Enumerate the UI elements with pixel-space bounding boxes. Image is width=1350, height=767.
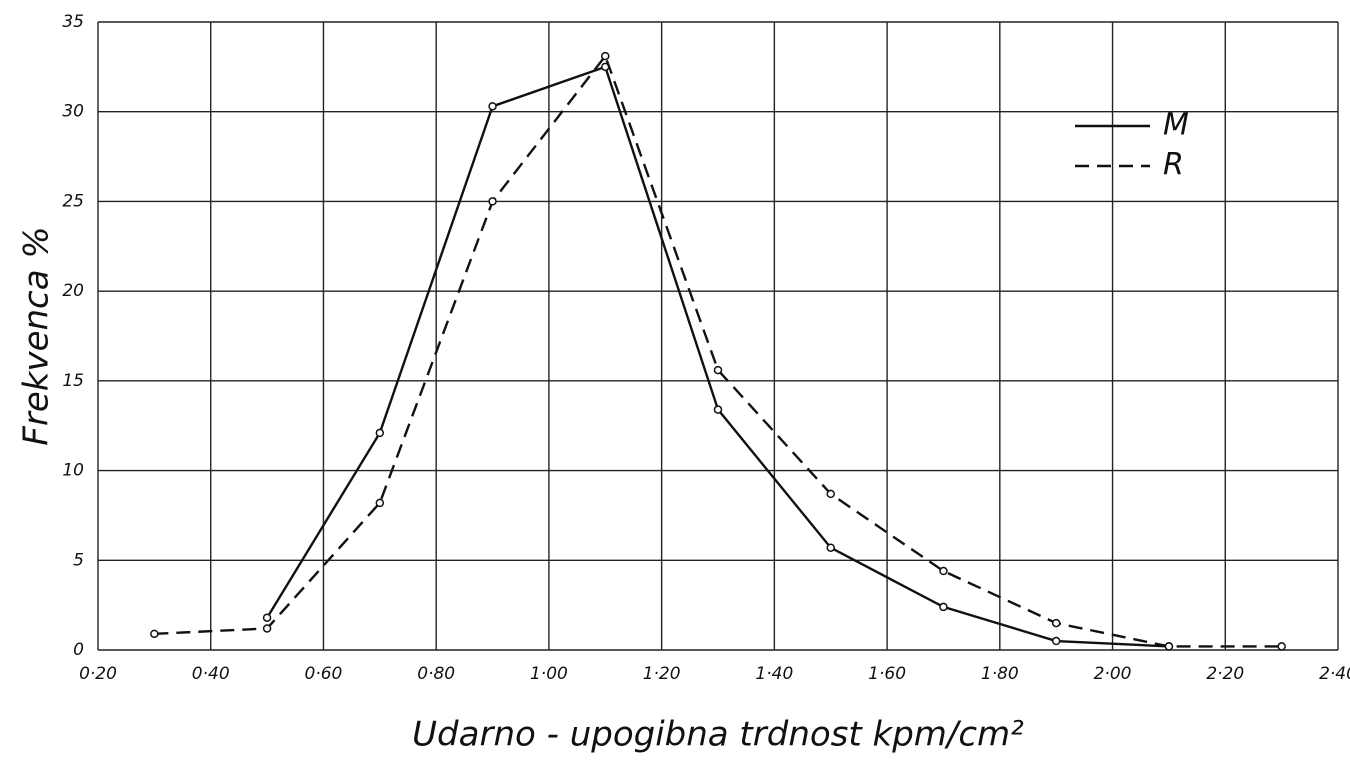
x-tick-label: 1·20 [643,664,681,684]
x-tick-label: 0·80 [417,664,455,684]
data-point [826,543,835,552]
data-point [262,613,272,622]
series-line [154,53,1282,648]
x-tick-label: 1·60 [868,664,906,684]
x-tick-label: 2·40 [1319,664,1350,684]
x-tick-label: 1·80 [981,664,1019,684]
y-tick-label: 30 [62,102,84,122]
x-tick-label: 1·00 [530,664,568,684]
x-tick-label: 0·60 [305,664,343,684]
data-point [1051,618,1061,628]
data-point [488,197,497,206]
x-tick-label: 2·20 [1206,664,1244,684]
data-point [713,365,723,375]
data-point [826,489,835,499]
data-point [601,51,610,61]
x-axis-title: Udarno - upogibna trdnost kpm/cm² [412,715,1024,755]
y-tick-label: 25 [62,191,84,211]
y-tick-label: 20 [62,281,84,301]
y-tick-label: 15 [62,371,84,391]
series-line [266,65,1169,648]
data-point [1051,636,1061,646]
data-point [713,405,723,414]
y-tick-label: 5 [73,550,84,570]
data-point [939,602,948,612]
x-tick-label: 0·40 [192,664,230,684]
y-tick-label: 10 [62,461,84,481]
y-axis-title: Frekvenca % [17,226,57,445]
data-point [262,624,272,633]
data-point [375,498,385,508]
data-point [488,102,497,111]
data-point [939,566,948,576]
data-point [1277,642,1286,651]
x-tick-label: 1·40 [755,664,793,684]
legend-label: R [1163,148,1184,183]
legend-label: M [1163,108,1189,143]
data-point [375,428,385,438]
data-point [150,629,159,639]
y-tick-label: 0 [73,640,84,660]
y-tick-label: 35 [62,12,84,32]
x-tick-label: 0·20 [79,664,117,684]
data-point [1164,642,1174,651]
x-tick-label: 2·00 [1094,664,1132,684]
